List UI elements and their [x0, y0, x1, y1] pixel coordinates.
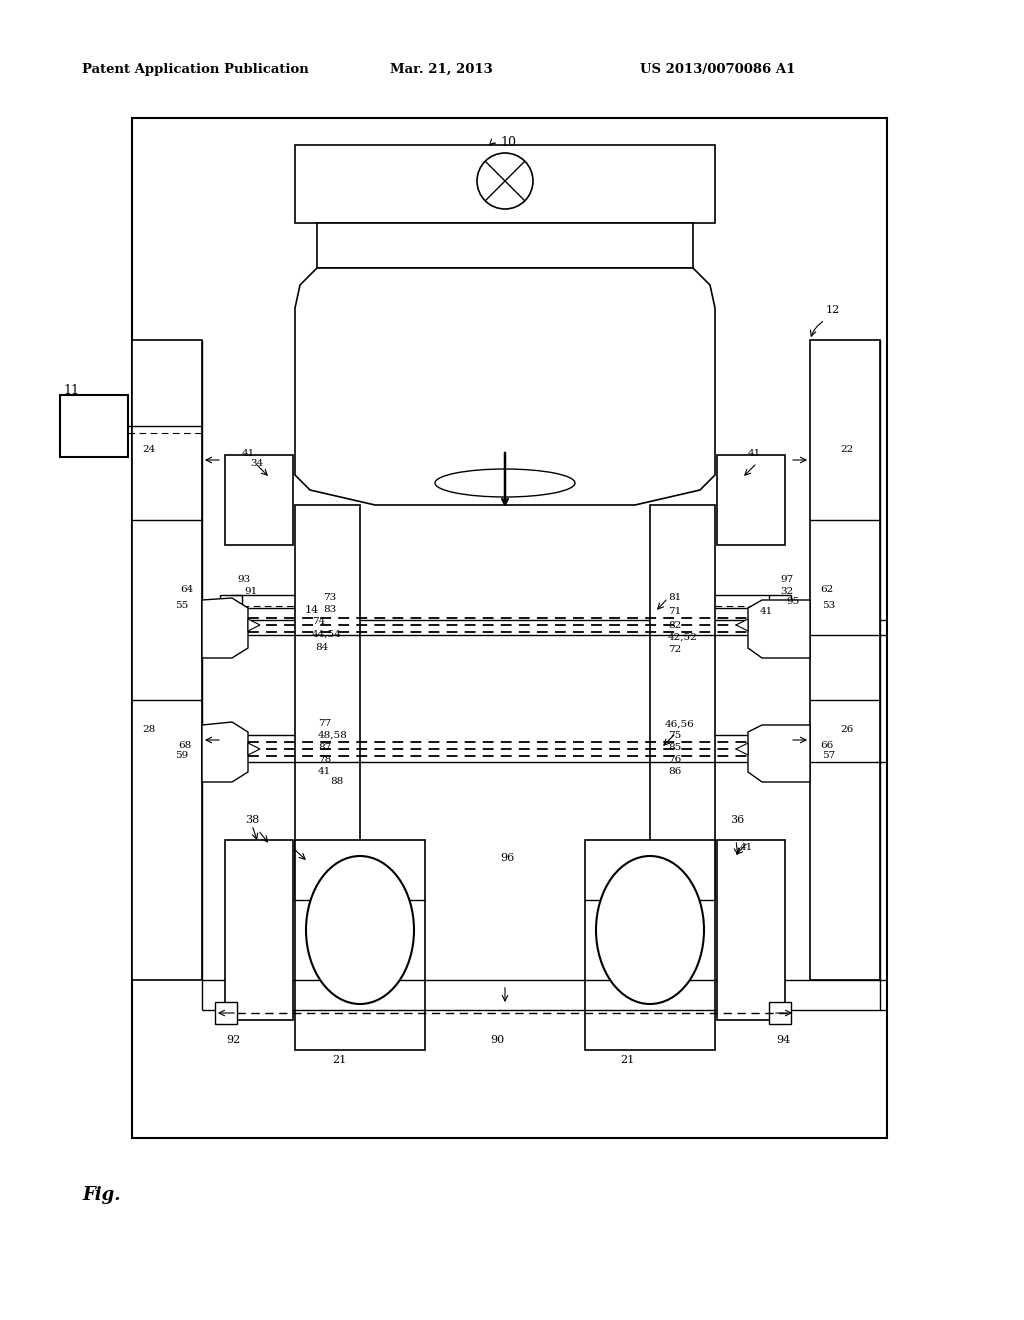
Ellipse shape: [435, 469, 575, 498]
Text: 97: 97: [780, 576, 794, 585]
Text: 53: 53: [822, 601, 836, 610]
Polygon shape: [748, 725, 810, 781]
Bar: [225, 840, 293, 1020]
Text: 55: 55: [175, 601, 188, 610]
Text: 84: 84: [315, 643, 329, 652]
Polygon shape: [202, 722, 248, 781]
Text: 95: 95: [786, 598, 800, 606]
Text: 26: 26: [840, 726, 853, 734]
Text: 82: 82: [668, 620, 681, 630]
Polygon shape: [736, 619, 748, 631]
Text: 78: 78: [318, 755, 331, 764]
Bar: [717, 840, 785, 1020]
Text: 14: 14: [305, 605, 319, 615]
Text: 42,52: 42,52: [668, 632, 697, 642]
Text: 32: 32: [780, 586, 794, 595]
Text: 34: 34: [250, 459, 263, 469]
Text: 21: 21: [620, 1055, 634, 1065]
Text: 41: 41: [760, 607, 773, 616]
Text: 74: 74: [312, 618, 326, 627]
Text: Fig.: Fig.: [82, 1185, 121, 1204]
Text: 75: 75: [668, 730, 681, 739]
Text: 44,54: 44,54: [312, 630, 342, 639]
Text: 77: 77: [318, 719, 331, 729]
Polygon shape: [748, 601, 810, 657]
Bar: [295, 840, 425, 1049]
Text: 81: 81: [668, 594, 681, 602]
Text: 68: 68: [178, 741, 191, 750]
Text: 28: 28: [142, 726, 156, 734]
Text: 73: 73: [323, 594, 336, 602]
Text: 86: 86: [668, 767, 681, 776]
Text: 96: 96: [500, 853, 514, 863]
Text: 76: 76: [668, 755, 681, 764]
Bar: [769, 1002, 791, 1024]
Text: US 2013/0070086 A1: US 2013/0070086 A1: [640, 63, 796, 77]
Text: 62: 62: [820, 586, 834, 594]
Polygon shape: [736, 743, 748, 755]
Bar: [717, 455, 785, 545]
Text: 83: 83: [323, 605, 336, 614]
Text: 12: 12: [826, 305, 841, 315]
Text: 41: 41: [748, 449, 761, 458]
Circle shape: [477, 153, 534, 209]
Text: 92: 92: [226, 1035, 241, 1045]
Text: 41: 41: [318, 767, 331, 776]
Text: 59: 59: [175, 751, 188, 759]
Text: 91: 91: [244, 586, 257, 595]
Bar: [132, 117, 887, 1138]
Text: 57: 57: [822, 751, 836, 759]
Ellipse shape: [306, 855, 414, 1005]
Text: 11: 11: [63, 384, 79, 396]
Polygon shape: [202, 598, 248, 657]
Text: Patent Application Publication: Patent Application Publication: [82, 63, 309, 77]
Text: 38: 38: [245, 814, 259, 825]
Bar: [220, 595, 242, 616]
Text: 22: 22: [840, 446, 853, 454]
Text: 24: 24: [142, 446, 156, 454]
Text: 90: 90: [490, 1035, 504, 1045]
Text: 10: 10: [500, 136, 516, 149]
Text: 71: 71: [668, 606, 681, 615]
Text: 36: 36: [730, 814, 744, 825]
Text: 66: 66: [820, 741, 834, 750]
Text: 41: 41: [740, 843, 754, 853]
Bar: [317, 223, 693, 268]
Bar: [810, 341, 880, 979]
Bar: [295, 145, 715, 223]
Text: 46,56: 46,56: [665, 719, 694, 729]
Text: 87: 87: [318, 743, 331, 752]
Text: 88: 88: [330, 777, 343, 787]
Polygon shape: [295, 268, 715, 506]
Ellipse shape: [596, 855, 705, 1005]
Polygon shape: [248, 743, 260, 755]
Text: 94: 94: [776, 1035, 791, 1045]
Bar: [585, 840, 715, 1049]
Bar: [60, 395, 128, 457]
Bar: [769, 595, 791, 616]
Text: 93: 93: [237, 576, 250, 585]
Text: 48,58: 48,58: [318, 730, 348, 739]
Bar: [215, 1002, 237, 1024]
Text: 72: 72: [668, 644, 681, 653]
Text: 41: 41: [242, 449, 255, 458]
Bar: [295, 506, 360, 900]
Text: 64: 64: [180, 586, 194, 594]
Bar: [225, 455, 293, 545]
Bar: [650, 506, 715, 900]
Bar: [132, 341, 202, 979]
Text: 21: 21: [332, 1055, 346, 1065]
Text: Mar. 21, 2013: Mar. 21, 2013: [390, 63, 493, 77]
Text: 85: 85: [668, 743, 681, 752]
Polygon shape: [248, 619, 260, 631]
